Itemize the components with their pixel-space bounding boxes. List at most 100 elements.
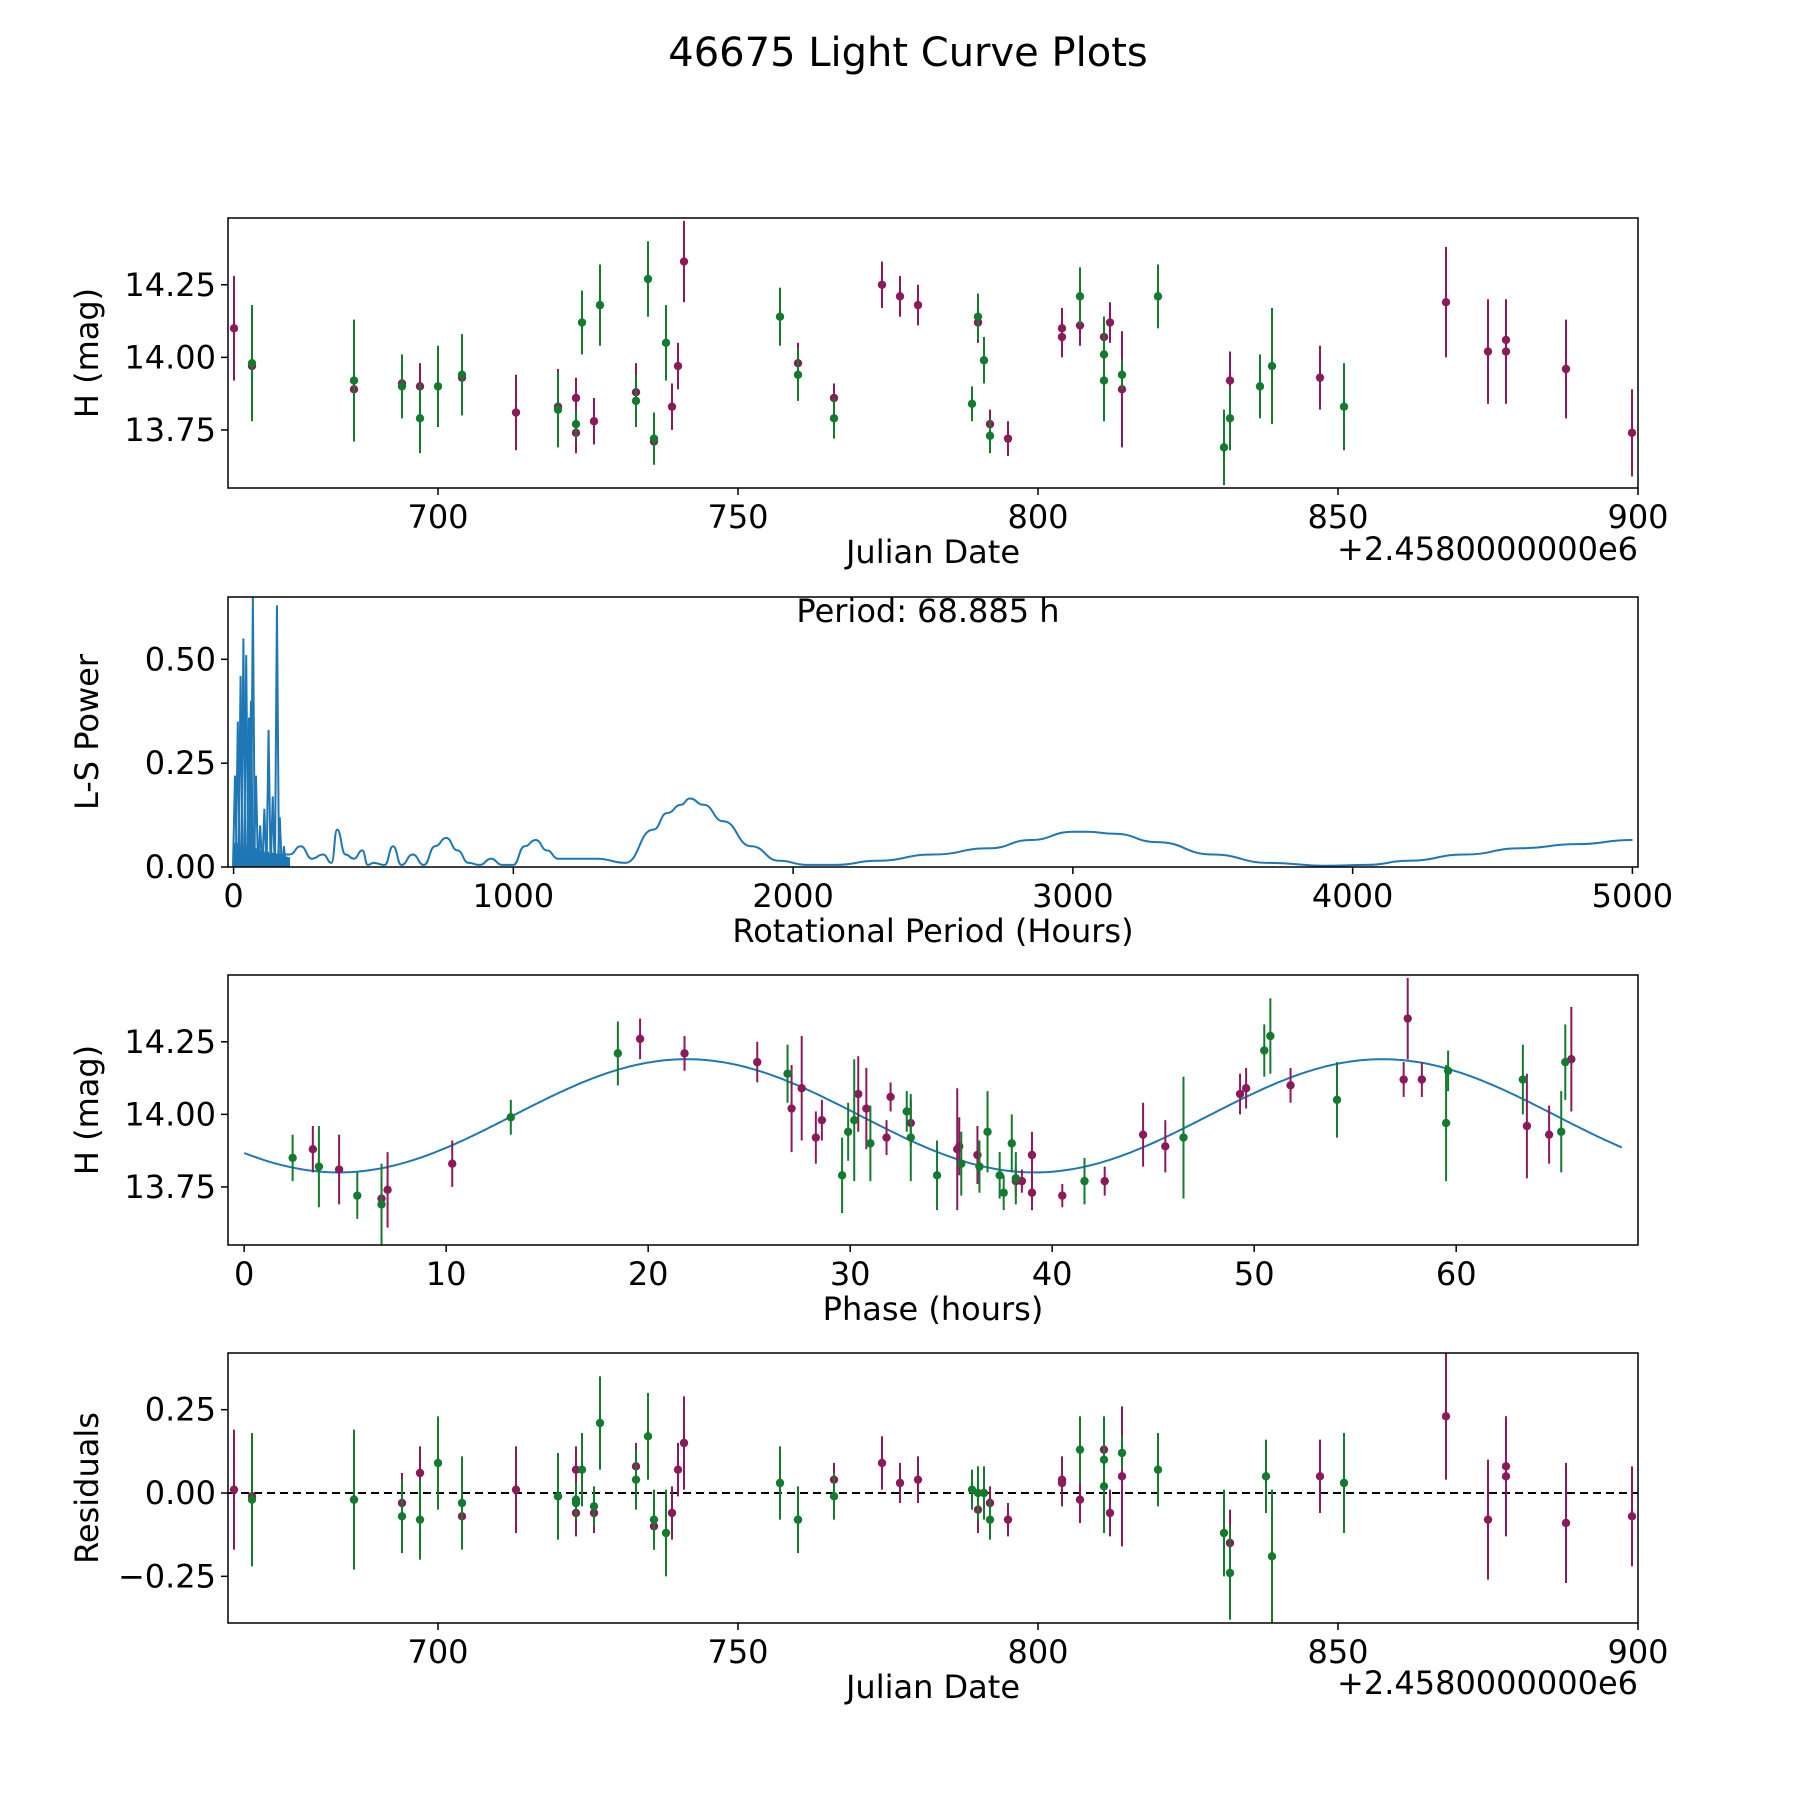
magenta-data-point <box>667 402 677 411</box>
x-tick-label: 850 <box>1307 1633 1368 1671</box>
x-tick-label: 3000 <box>1032 877 1113 915</box>
y-tick-label: 0.50 <box>145 640 216 678</box>
magenta-data-point <box>415 1468 425 1478</box>
periodogram-panel: Period: 68.885 h 0 1000 2000 3000 4000 5000 0.… <box>68 592 1673 950</box>
green-data-point <box>1266 1031 1275 1041</box>
green-data-point <box>983 1127 992 1136</box>
ls-power-peak <box>257 825 264 867</box>
green-data-point <box>1153 292 1163 301</box>
green-data-point <box>793 1515 803 1524</box>
magenta-data-point <box>1286 1081 1295 1090</box>
y-tick-label: 0.00 <box>145 848 216 886</box>
ls-power-peak <box>269 796 276 867</box>
x-axis-label: Julian Date <box>844 1668 1020 1706</box>
green-data-point <box>506 1113 516 1122</box>
green-data-point <box>1267 1552 1277 1561</box>
green-data-point <box>571 1498 581 1508</box>
magenta-data-point <box>571 1465 581 1474</box>
plot-area <box>243 977 1623 1245</box>
magenta-data-point <box>862 1104 871 1113</box>
magenta-data-point <box>1138 1130 1148 1139</box>
green-data-point <box>850 1115 859 1125</box>
residuals-panel: +2.4580000000e6 700 750 800 850 900 −0.25 0.00… <box>68 1352 1669 1706</box>
magenta-data-point <box>1075 1495 1085 1504</box>
magenta-data-point <box>1225 376 1235 385</box>
green-data-point <box>985 431 995 440</box>
green-data-point <box>643 1432 653 1441</box>
magenta-data-point <box>1627 1512 1637 1521</box>
magenta-data-point <box>797 1084 806 1093</box>
magenta-data-point <box>787 1104 796 1113</box>
green-data-point <box>979 356 989 365</box>
y-tick-label: 0.25 <box>145 1391 216 1429</box>
magenta-data-point <box>1161 1142 1170 1151</box>
x-tick-label: 60 <box>1436 1255 1477 1293</box>
green-data-point <box>353 1191 362 1200</box>
magenta-data-point <box>1027 1188 1037 1197</box>
green-data-point <box>783 1069 792 1078</box>
green-data-point <box>843 1127 853 1136</box>
magenta-data-point <box>913 300 923 310</box>
green-data-point <box>377 1200 386 1209</box>
green-data-point <box>288 1153 297 1163</box>
green-data-point <box>1255 382 1265 391</box>
phased-light-curve-panel: 0 10 20 30 40 50 60 13.75 14.00 14.25 Phase (hours… <box>68 974 1639 1328</box>
figure-title: 46675 Light Curve Plots <box>668 30 1147 76</box>
green-data-point <box>457 1498 467 1508</box>
magenta-data-point <box>667 1508 677 1518</box>
green-data-point <box>631 1475 641 1484</box>
plot-frame <box>227 974 1639 1246</box>
magenta-data-point <box>895 292 905 301</box>
magenta-data-point <box>679 1438 689 1448</box>
y-axis-label: Residuals <box>68 1412 106 1564</box>
magenta-data-point <box>1315 1472 1325 1481</box>
magenta-data-point <box>1105 318 1115 327</box>
plot-area <box>228 1353 1638 1623</box>
green-data-point <box>613 1049 623 1058</box>
magenta-data-point <box>1501 1472 1511 1481</box>
magenta-data-point <box>635 1034 645 1044</box>
green-data-point <box>397 1512 407 1521</box>
green-data-point <box>553 1492 563 1501</box>
magenta-data-point <box>1003 1515 1013 1524</box>
x-tick-label: 1000 <box>473 877 554 915</box>
y-tick-label: 14.25 <box>124 266 216 304</box>
magenta-data-point <box>1027 1150 1037 1160</box>
plot-area <box>231 597 1633 867</box>
green-data-point <box>979 1488 989 1498</box>
green-data-point <box>247 358 257 368</box>
y-tick-label: 14.25 <box>124 1023 216 1061</box>
green-data-point <box>1080 1176 1089 1186</box>
green-data-point <box>837 1171 847 1180</box>
green-data-point <box>571 419 581 429</box>
x-tick-label: 900 <box>1607 498 1668 536</box>
x-tick-label: 30 <box>830 1255 871 1293</box>
green-data-point <box>973 1488 983 1498</box>
x-tick-label: 20 <box>628 1255 669 1293</box>
green-data-point <box>1518 1075 1528 1084</box>
green-data-point <box>1443 1066 1453 1076</box>
green-data-point <box>1179 1133 1188 1142</box>
green-data-point <box>1075 1445 1085 1454</box>
magenta-data-point <box>1117 1472 1127 1481</box>
green-data-point <box>995 1171 1004 1180</box>
green-data-point <box>1339 402 1349 411</box>
magenta-data-point <box>1501 347 1511 356</box>
plot-frame <box>227 596 1639 868</box>
magenta-data-point <box>1441 1412 1451 1421</box>
magenta-data-point <box>882 1133 891 1142</box>
green-data-point <box>415 414 425 423</box>
green-data-point <box>397 382 407 391</box>
x-axis-label: Julian Date <box>844 533 1020 571</box>
green-data-point <box>1261 1472 1271 1481</box>
ls-power-peak <box>273 605 280 867</box>
green-data-point <box>1267 361 1277 371</box>
period-annotation: Period: 68.885 h <box>796 592 1059 630</box>
x-tick-label: 800 <box>1007 498 1068 536</box>
model-fit-curve <box>243 1058 1623 1174</box>
magenta-data-point <box>308 1144 318 1154</box>
magenta-data-point <box>1399 1075 1408 1084</box>
green-data-point <box>577 1465 587 1474</box>
time-series-panel: +2.4580000000e6 700 750 800 850 900 13.75 14.0… <box>68 217 1669 571</box>
